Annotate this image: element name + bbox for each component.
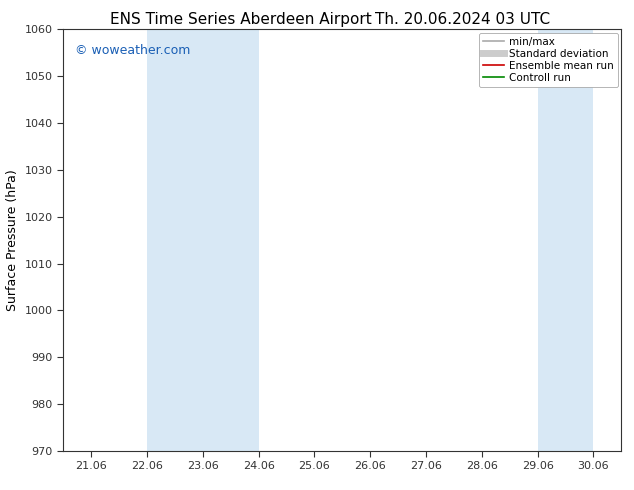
Bar [538, 29, 593, 451]
Title: ENS Time Series Aberdeen Airport    Th. 20.06.2024 03 UTC: ENS Time Series Aberdeen Airport Th. 20.… [0, 489, 1, 490]
Text: © woweather.com: © woweather.com [75, 44, 190, 57]
Text: ENS Time Series Aberdeen Airport: ENS Time Series Aberdeen Airport [110, 12, 372, 27]
Legend: min/max, Standard deviation, Ensemble mean run, Controll run: min/max, Standard deviation, Ensemble me… [479, 32, 618, 87]
Text: Th. 20.06.2024 03 UTC: Th. 20.06.2024 03 UTC [375, 12, 550, 27]
Y-axis label: Surface Pressure (hPa): Surface Pressure (hPa) [6, 169, 19, 311]
Bar [147, 29, 259, 451]
